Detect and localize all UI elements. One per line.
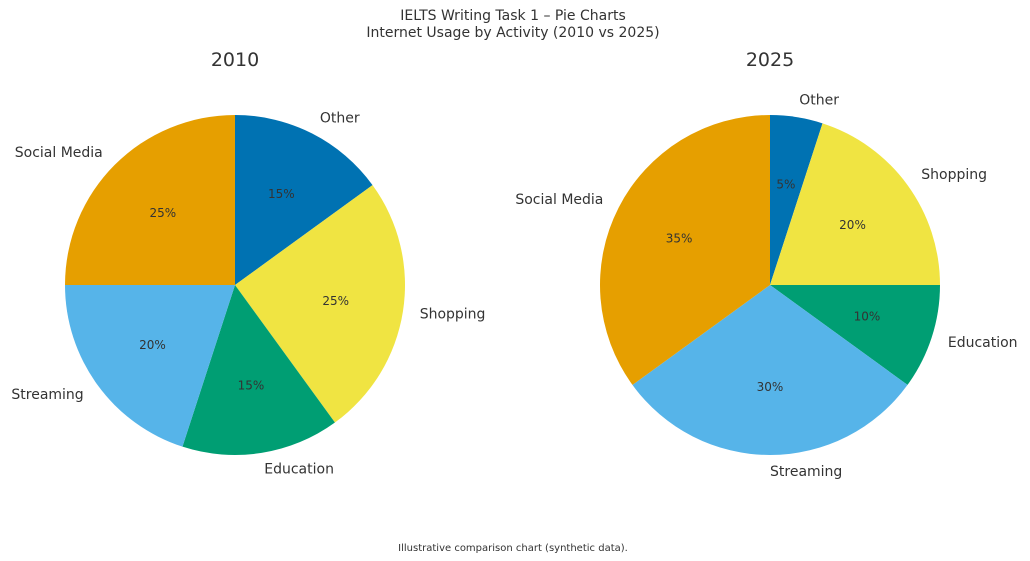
pct-label-2025-education: 10% xyxy=(854,310,881,324)
slice-2010-shopping xyxy=(235,185,406,423)
slice-2025-education xyxy=(770,285,940,385)
pct-label-2025-shopping: 20% xyxy=(839,218,866,232)
pie-title-2025: 2025 xyxy=(746,49,794,71)
category-label-2025-other: Other xyxy=(799,92,839,108)
pct-label-2010-education: 15% xyxy=(238,379,265,393)
footnote: Illustrative comparison chart (synthetic… xyxy=(398,543,628,554)
category-label-2025-social-media: Social Media xyxy=(515,192,603,208)
pie-2010: 2010 15% Other 25% Shopping 15% Education 20% S… xyxy=(11,49,485,478)
category-label-2010-social-media: Social Media xyxy=(15,145,103,161)
category-label-2025-shopping: Shopping xyxy=(921,167,987,183)
slice-2025-social-media xyxy=(599,114,770,385)
slice-2025-streaming xyxy=(632,285,908,455)
figure-subtitle: Internet Usage by Activity (2010 vs 2025… xyxy=(366,25,659,41)
figure-title: IELTS Writing Task 1 – Pie Charts xyxy=(400,8,626,24)
category-label-2025-streaming: Streaming xyxy=(770,464,842,480)
pct-label-2010-shopping: 25% xyxy=(322,294,349,308)
pct-label-2010-other: 15% xyxy=(268,187,295,201)
slice-2010-education xyxy=(182,285,335,455)
category-label-2010-other: Other xyxy=(320,110,360,126)
slice-2010-other xyxy=(235,115,373,285)
slice-2025-other xyxy=(770,115,823,285)
pct-label-2025-social-media: 35% xyxy=(666,232,693,246)
pct-label-2010-streaming: 20% xyxy=(139,338,166,352)
pie-title-2010: 2010 xyxy=(211,49,259,71)
category-label-2025-education: Education xyxy=(948,335,1018,351)
slice-2025-shopping xyxy=(770,123,940,285)
pct-label-2010-social-media: 25% xyxy=(150,206,177,220)
slice-2010-social-media xyxy=(65,115,235,285)
category-label-2010-streaming: Streaming xyxy=(11,387,83,403)
category-label-2010-shopping: Shopping xyxy=(420,306,486,322)
category-label-2010-education: Education xyxy=(264,462,334,478)
pct-label-2025-streaming: 30% xyxy=(757,380,784,394)
slice-2010-streaming xyxy=(65,285,235,447)
pie-2025: 2025 5% Other 20% Shopping 10% Education 30% St… xyxy=(515,49,1017,480)
pct-label-2025-other: 5% xyxy=(776,177,795,191)
